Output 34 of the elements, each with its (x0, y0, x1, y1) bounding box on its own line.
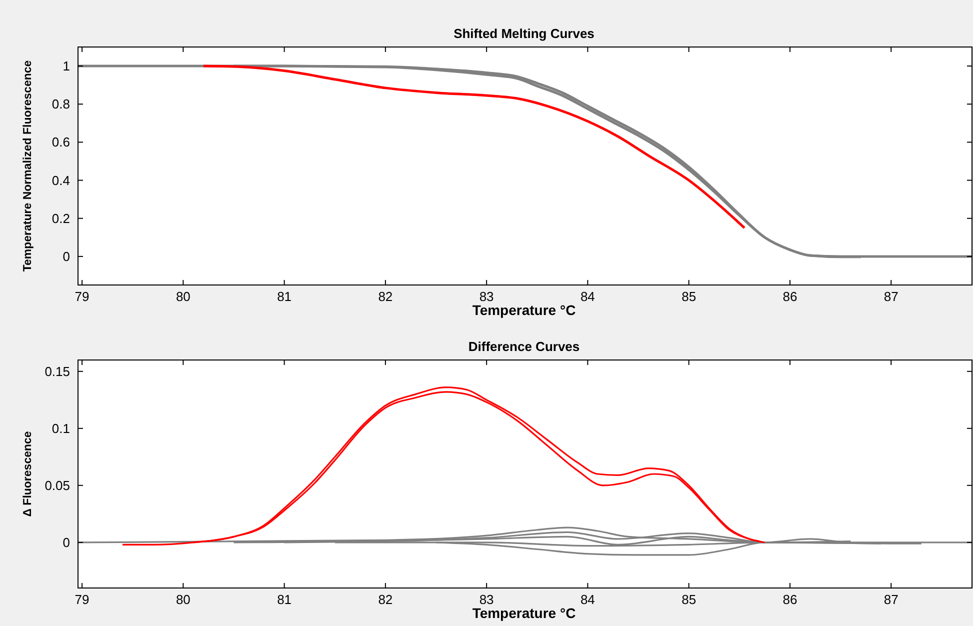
y-tick-label: 0.1 (52, 420, 70, 436)
x-axis-title: Temperature °C (472, 302, 576, 318)
x-tick-label: 82 (378, 592, 393, 607)
x-tick-label: 81 (277, 289, 292, 304)
x-tick-label: 86 (782, 592, 798, 607)
x-tick-label: 80 (176, 289, 190, 304)
x-tick-label: 85 (682, 289, 696, 304)
x-tick-label: 83 (479, 289, 494, 304)
y-axis-title: Δ Fluorescence (22, 431, 34, 517)
x-tick-label: 80 (176, 592, 190, 607)
x-tick-label: 86 (782, 289, 798, 304)
x-tick-label: 79 (74, 592, 90, 607)
y-tick-label: 0.6 (52, 134, 70, 150)
chart-title: Difference Curves (468, 339, 580, 354)
y-tick-label: 0.8 (52, 96, 70, 112)
x-tick-label: 83 (479, 592, 494, 607)
y-tick-label: 1 (62, 58, 70, 74)
x-tick-label: 79 (74, 289, 90, 304)
y-tick-label: 0.05 (44, 478, 70, 493)
x-tick-label: 84 (580, 289, 595, 304)
x-tick-label: 81 (277, 592, 292, 607)
y-tick-label: 0.2 (52, 210, 70, 226)
x-axis-title: Temperature °C (472, 605, 576, 621)
chart-title: Shifted Melting Curves (454, 26, 594, 41)
x-tick-label: 87 (884, 592, 898, 607)
y-tick-label: 0 (62, 534, 70, 550)
x-tick-label: 87 (884, 289, 898, 304)
x-tick-label: 85 (682, 592, 696, 607)
y-axis-title: Temperature Normalized Fluorescence (22, 60, 34, 272)
y-tick-label: 0 (62, 248, 70, 264)
x-tick-label: 82 (378, 289, 393, 304)
y-tick-label: 0.4 (52, 172, 70, 188)
y-tick-label: 0.15 (44, 364, 70, 379)
x-tick-label: 84 (580, 592, 595, 607)
